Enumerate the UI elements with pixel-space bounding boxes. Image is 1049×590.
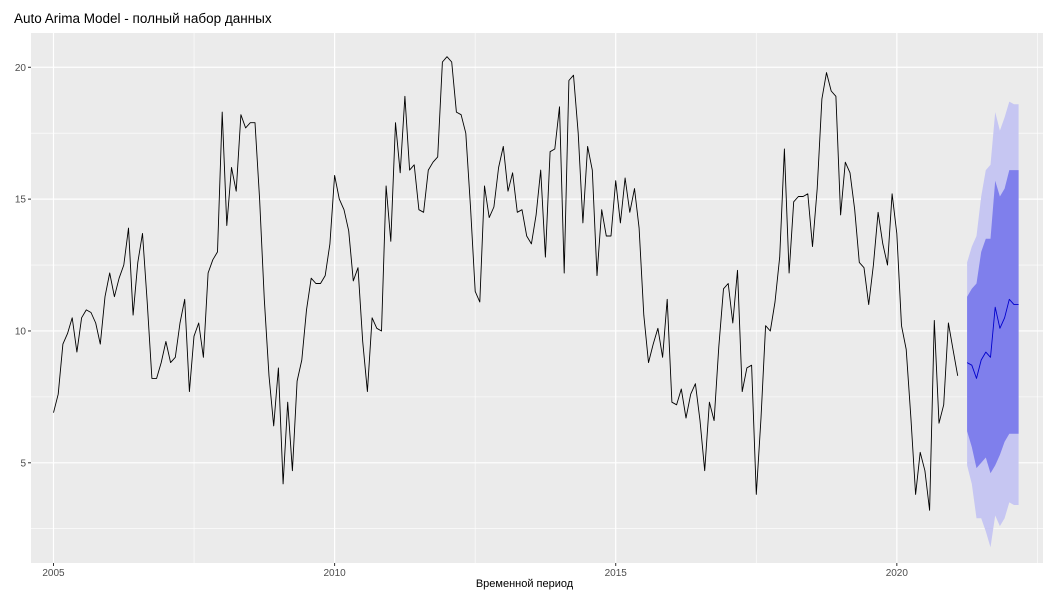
x-tick-label: 2020	[886, 568, 909, 579]
forecast-band-80	[967, 170, 1019, 474]
y-tick-label: 20	[15, 63, 27, 74]
y-tick-label: 15	[15, 195, 27, 206]
history-line	[53, 56, 959, 511]
forecast-mean-line	[966, 298, 1019, 379]
x-tick-label: 2015	[605, 568, 628, 579]
x-tick-label: 2010	[323, 568, 346, 579]
x-tick-label: 2005	[42, 568, 65, 579]
chart-title: Auto Arima Model - полный набор данных	[14, 11, 272, 26]
y-tick-label: 5	[20, 458, 26, 469]
plot-panel	[31, 33, 1043, 563]
x-axis-title: Временной период	[475, 578, 574, 590]
y-tick-label: 10	[15, 326, 27, 337]
